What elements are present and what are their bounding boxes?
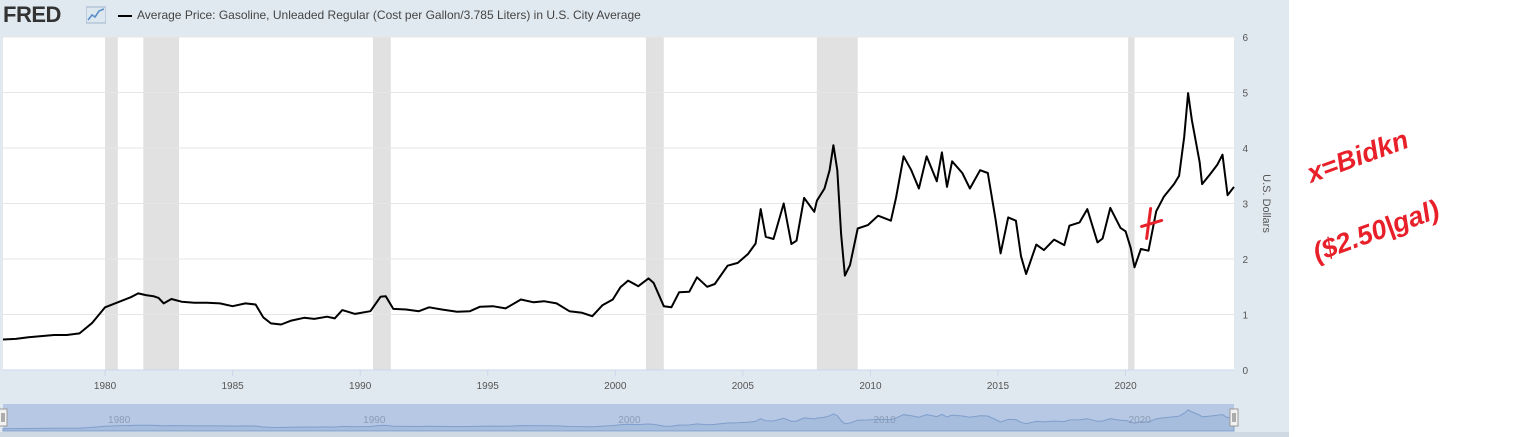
- navigator-handle-right[interactable]: [1229, 408, 1239, 427]
- range-navigator[interactable]: 1980 1990 2000 2010 2020: [0, 404, 1289, 437]
- chart-header: FRED Average Price: Gasoline, Unleaded R…: [0, 0, 1289, 30]
- fred-logo-graph-icon: [86, 6, 106, 24]
- y-tick-label: 6: [1242, 33, 1248, 44]
- y-tick-label: 0: [1242, 366, 1248, 377]
- x-tick-label: 2000: [604, 381, 627, 392]
- x-tick-label: 1980: [94, 381, 117, 392]
- legend-line-swatch: [118, 15, 132, 17]
- annotation-text-line2: ($2.50|gal): [1309, 194, 1443, 267]
- series-title: Average Price: Gasoline, Unleaded Regula…: [137, 8, 641, 22]
- x-tick-label: 2005: [732, 381, 755, 392]
- navigator-scrollbar: [0, 432, 1289, 437]
- y-tick-label: 5: [1242, 89, 1248, 100]
- navigator-area: [2, 409, 1235, 432]
- navigator-label: 2010: [873, 415, 896, 426]
- y-axis-label: U.S. Dollars: [1260, 174, 1272, 233]
- annotation-text-line1: x=Bidkn: [1301, 124, 1413, 189]
- y-tick-label: 2: [1242, 255, 1248, 266]
- navigator-label: 1990: [363, 415, 386, 426]
- y-tick-label: 3: [1242, 200, 1248, 211]
- navigator-label: 1980: [108, 415, 131, 426]
- red-marker-annotation: [1140, 206, 1164, 240]
- x-tick-label: 1990: [349, 381, 372, 392]
- navigator-label: 2000: [618, 415, 641, 426]
- x-tick-label: 1995: [477, 381, 500, 392]
- x-tick-label: 2010: [859, 381, 882, 392]
- x-tick-label: 1985: [221, 381, 244, 392]
- navigator-label: 2020: [1129, 415, 1152, 426]
- y-tick-label: 4: [1242, 144, 1248, 155]
- x-tick-label: 2015: [987, 381, 1010, 392]
- x-tick-label: 2020: [1114, 381, 1137, 392]
- chart-panel: FRED Average Price: Gasoline, Unleaded R…: [0, 0, 1289, 437]
- fred-logo[interactable]: FRED: [3, 2, 61, 27]
- line-chart: 0 1 2 3 4 5 6 1980 1985 1990 1995 2000 2005 2010 2015 2…: [0, 33, 1289, 437]
- y-tick-label: 1: [1242, 311, 1248, 322]
- series-line: [2, 92, 1235, 341]
- handwritten-annotation: x=Bidkn ($2.50|gal): [1301, 124, 1443, 267]
